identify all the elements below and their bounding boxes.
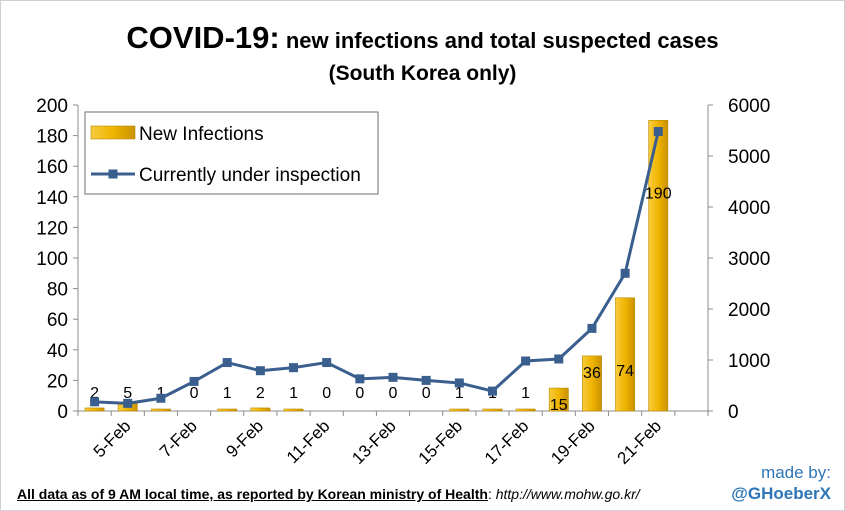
line-point [156, 393, 166, 403]
y-right-tick-label: 3000 [728, 249, 770, 270]
bar-data-label: 2 [90, 385, 99, 402]
y-right-tick-label: 4000 [728, 198, 770, 219]
y-left-tick-label: 20 [47, 371, 68, 392]
bar-data-label: 5 [123, 385, 132, 402]
y-left-tick-label: 0 [57, 402, 68, 423]
legend-bar-swatch [90, 125, 136, 140]
bar-data-label: 1 [156, 385, 165, 402]
line-point [322, 358, 332, 368]
line-point [123, 398, 133, 408]
line-point [289, 363, 299, 373]
bar [217, 408, 238, 412]
bar [84, 407, 105, 412]
x-tick-label: 7-Feb [156, 416, 201, 461]
bar [548, 387, 569, 412]
line-point [554, 354, 564, 364]
legend-label-new-infections: New Infections [139, 124, 264, 145]
bar-series [84, 120, 669, 412]
y-left-tick-label: 200 [36, 96, 68, 117]
bar-data-label: 0 [322, 385, 331, 402]
legend: New Infections Currently under inspection [84, 111, 379, 195]
credit-label: made by: [761, 463, 831, 482]
y-left-tick-label: 100 [36, 249, 68, 270]
bar-data-label: 1 [521, 385, 530, 402]
footer-url[interactable]: http://www.mohw.go.kr/ [495, 486, 640, 502]
y-right-tick-label: 6000 [728, 96, 770, 117]
bar [150, 408, 171, 412]
bar-data-label: 0 [190, 385, 199, 402]
bar [250, 407, 271, 412]
x-tick-label: 5-Feb [90, 416, 135, 461]
footer-note: All data as of 9 AM local time, as repor… [17, 486, 640, 502]
x-tick-label: 9-Feb [222, 416, 267, 461]
bar [582, 355, 602, 412]
x-tick-label: 11-Feb [283, 416, 334, 467]
y-right-tick-label: 5000 [728, 147, 770, 168]
y-right-tick-label: 2000 [728, 300, 770, 321]
bar-data-label: 15 [550, 397, 568, 414]
bar [615, 297, 636, 412]
bar [515, 408, 536, 412]
title-rest: new infections and total suspected cases [279, 28, 719, 53]
line-point [90, 397, 100, 407]
x-tick-label: 15-Feb [415, 416, 467, 468]
bar-data-label: 0 [389, 385, 398, 402]
bar-data-label: 190 [645, 185, 672, 202]
line-series [90, 127, 663, 408]
credit-handle[interactable]: @GHoeberX [731, 484, 831, 503]
y-left-tick-label: 60 [47, 310, 68, 331]
line-point [255, 366, 265, 376]
bar-data-label: 36 [583, 365, 601, 382]
line-point [421, 375, 431, 385]
y-right-tick-label: 0 [728, 402, 739, 423]
bar-data-label: 2 [256, 385, 265, 402]
line-point [620, 268, 630, 278]
line-point [653, 127, 663, 137]
bar-data-label: 74 [616, 363, 634, 380]
y-left-tick-label: 160 [36, 157, 68, 178]
line-point [388, 372, 398, 382]
footer-source: All data as of 9 AM local time, as repor… [17, 486, 488, 502]
y-left-tick-label: 180 [36, 127, 68, 148]
y-left-tick-label: 140 [36, 188, 68, 209]
legend-line-marker [108, 169, 118, 179]
x-tick-label: 19-Feb [547, 416, 599, 468]
title-main: COVID-19: [126, 20, 280, 55]
bar-data-label: 0 [355, 385, 364, 402]
chart-title: COVID-19: new infections and total suspe… [0, 20, 845, 56]
bar-data-labels: 25101210000111153674190 [90, 185, 672, 414]
bar [283, 408, 304, 412]
bar-data-label: 1 [289, 385, 298, 402]
x-tick-label: 17-Feb [481, 416, 533, 468]
y-left-tick-label: 80 [47, 280, 68, 301]
bar [482, 408, 503, 412]
line-path [94, 131, 660, 405]
legend-label-inspection: Currently under inspection [139, 165, 361, 186]
x-tick-label: 21-Feb [614, 416, 666, 468]
line-point [587, 323, 597, 333]
line-point [521, 356, 531, 366]
line-point [454, 378, 464, 388]
axes [73, 104, 713, 416]
bar-data-label: 0 [422, 385, 431, 402]
bar [648, 120, 669, 412]
y-right-tick-label: 1000 [728, 351, 770, 372]
y-left-tick-label: 40 [47, 341, 68, 362]
line-point [487, 386, 497, 396]
y-left-tick-label: 120 [36, 218, 68, 239]
line-point [189, 376, 199, 386]
chart-subtitle: (South Korea only) [328, 62, 517, 85]
bar-data-label: 1 [223, 385, 232, 402]
x-tick-label: 13-Feb [348, 416, 400, 468]
legend-box [84, 111, 379, 195]
footer-separator: : [487, 486, 496, 502]
bar [449, 408, 470, 412]
line-point [355, 374, 365, 384]
line-point [222, 358, 232, 368]
bar-data-label: 1 [455, 385, 464, 402]
